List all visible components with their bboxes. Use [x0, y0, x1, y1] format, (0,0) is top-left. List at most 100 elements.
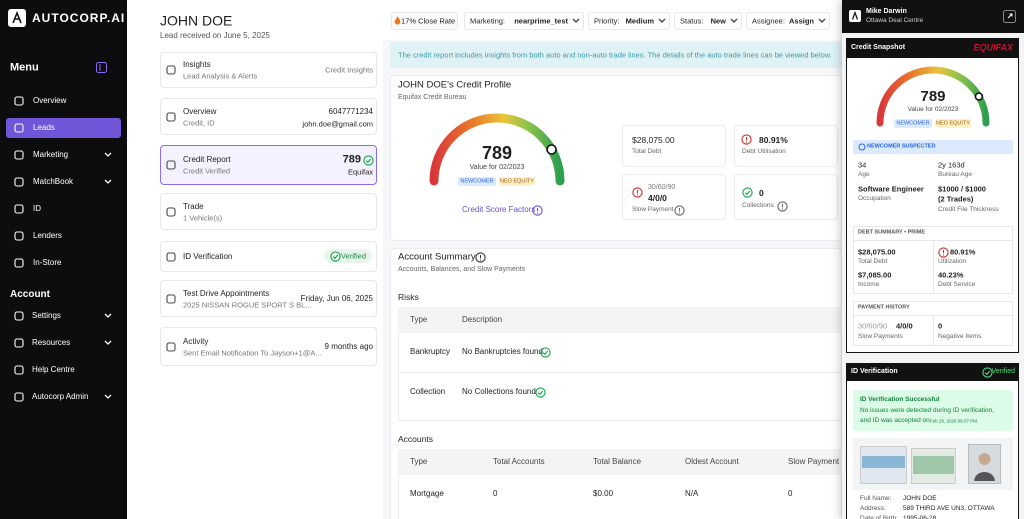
field-label: Address:: [860, 505, 886, 513]
section-title: DEBT SUMMARY • PRIME: [858, 229, 926, 236]
chevron: [104, 179, 112, 184]
lead-card[interactable]: [160, 280, 377, 317]
credit-profile-title: JOHN DOE's Credit Profile: [398, 79, 512, 91]
menu-item: Marketing: [33, 150, 69, 160]
badge-text: NEO EQUITY: [936, 120, 970, 127]
id-success-box: [853, 390, 1013, 431]
status-icon: [475, 252, 486, 263]
divider: [933, 315, 934, 346]
card-score: 789: [342, 153, 361, 166]
menu-item: Resources: [32, 338, 71, 348]
payment-value: 0: [938, 321, 943, 331]
verified-text: Verified: [341, 251, 367, 261]
verified-badge: [324, 249, 372, 263]
lead-card[interactable]: [160, 98, 377, 135]
card-title: Credit Report: [183, 155, 231, 165]
filter-label: Status:: [680, 16, 704, 26]
filter-label: Assignee:: [752, 16, 785, 26]
profile-value: $1000 / $1000: [938, 184, 986, 194]
card-title: Test Drive Appointments: [183, 288, 270, 298]
chevron: [818, 18, 826, 23]
filter-value: Medium: [625, 16, 654, 26]
id-message: and ID was accepted on: [860, 417, 930, 425]
stat-value: $28,075.00: [632, 134, 675, 145]
field-value: JOHN DOE: [903, 495, 937, 503]
icon: [14, 96, 24, 106]
status-icon: [741, 134, 752, 145]
filter-chip[interactable]: [674, 12, 742, 30]
id-message: No issues were detected during ID verifi…: [860, 407, 995, 415]
icon: [14, 258, 24, 268]
chevron: [730, 18, 738, 23]
payment-label: Slow Payments: [858, 333, 903, 341]
stat-box: [734, 174, 838, 220]
icon: [14, 392, 24, 402]
logo: AUTOCORP.AI: [32, 10, 126, 25]
filter-chip[interactable]: [464, 12, 584, 30]
icon: [166, 341, 176, 352]
snapshot-header: [846, 38, 1019, 58]
icon: [858, 143, 866, 151]
icon: [14, 177, 24, 187]
debt-value: 40.23%: [938, 270, 964, 280]
lead-card[interactable]: [160, 327, 377, 366]
section-title: PAYMENT HISTORY: [858, 304, 910, 311]
field-value: 1995-06-28: [903, 515, 937, 519]
score: 789: [481, 143, 513, 164]
card-subtitle: Sent Email Notification To Jayson+1@A...: [183, 348, 322, 357]
face: [974, 453, 995, 481]
column-header: Total Balance: [593, 457, 642, 467]
score-gauge: [429, 113, 565, 186]
table-cell: $0.00: [593, 489, 614, 499]
icon: [166, 111, 176, 122]
profile-value: 34: [858, 160, 867, 170]
icon: [14, 231, 24, 241]
score-gauge: [876, 66, 990, 127]
status-icon: [363, 155, 374, 166]
credit-score-factors-link[interactable]: Credit Score Factors: [462, 205, 536, 215]
profile-value: (2 Trades): [938, 194, 974, 204]
column-header: Type: [410, 457, 428, 467]
account-summary-subtitle: Accounts, Balances, and Slow Payments: [398, 265, 526, 273]
table-cell: No Collections found: [462, 387, 536, 397]
close-rate-chip: [391, 12, 458, 30]
card-subtitle: Credit Verified: [183, 166, 231, 176]
panel-header: [842, 0, 1024, 33]
profile-value: 2y 163d: [938, 160, 965, 170]
table-cell: 0: [788, 489, 793, 499]
table-cell: Bankruptcy: [410, 347, 451, 357]
credit-profile-subtitle: Equifax Credit Bureau: [398, 93, 467, 101]
lead-card[interactable]: [160, 193, 377, 230]
debt-label: Income: [858, 281, 880, 289]
menu-item: ID: [33, 204, 41, 214]
card-right: Credit Insights: [325, 65, 373, 75]
table-cell: Collection: [410, 387, 446, 397]
icon: [166, 160, 176, 170]
table-cell: Mortgage: [410, 489, 444, 499]
filter-chip[interactable]: [746, 12, 830, 30]
panel-logo: [849, 10, 861, 22]
menu-item: Overview: [33, 96, 67, 106]
filter-value: Assign: [788, 16, 814, 26]
filter-chip[interactable]: [588, 12, 670, 30]
card-right: 9 months ago: [324, 341, 373, 351]
newcomer-text: NEWCOMER SUSPECTED: [867, 143, 936, 150]
profile-label: Bureau Age: [938, 171, 972, 179]
debt-label: Total Debt: [858, 258, 888, 266]
status-icon: [674, 205, 685, 216]
status-icon: [938, 246, 949, 258]
id-date: Feb 26, 2026 06:07 PM.: [930, 418, 979, 424]
menu-item: MatchBook: [33, 177, 74, 187]
card-subtitle: Credit, ID: [183, 118, 215, 127]
chevron: [572, 18, 580, 23]
row-divider: [398, 372, 848, 373]
icon: [166, 65, 176, 75]
card-right: Friday, Jun 06, 2025: [300, 293, 373, 303]
lead-card[interactable]: [160, 52, 377, 88]
icon: [14, 338, 24, 348]
table-cell: 0: [493, 489, 498, 499]
card-title: Trade: [183, 201, 204, 211]
logo-icon: [8, 9, 26, 27]
lead-card[interactable]: [160, 145, 377, 185]
open-external[interactable]: [1003, 10, 1016, 23]
